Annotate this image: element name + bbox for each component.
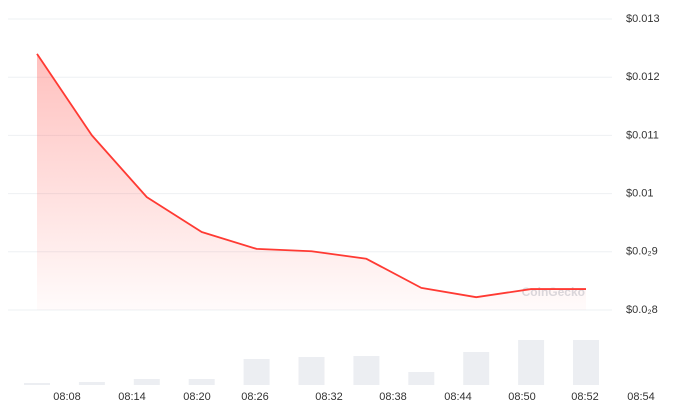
y-tick-label: $0.013	[626, 13, 660, 25]
volume-bar	[573, 340, 599, 385]
volume-bar	[78, 382, 105, 385]
x-tick-label: 08:14	[118, 391, 146, 403]
x-tick-label: 08:08	[53, 391, 81, 403]
x-tick-label: 08:32	[315, 391, 343, 403]
x-tick-label: 08:50	[508, 391, 536, 403]
x-tick-label: 08:20	[183, 391, 211, 403]
price-line	[36, 53, 586, 299]
volume-bar	[188, 379, 215, 385]
y-tick-label: $0.01	[626, 188, 654, 200]
y-tick-label: $0.0₂9	[626, 246, 658, 258]
y-tick-label: $0.012	[626, 71, 660, 83]
y-tick-label: $0.0₂8	[626, 304, 658, 316]
volume-bar	[24, 383, 50, 385]
volume-bar	[298, 357, 325, 385]
volume-bar	[463, 352, 490, 385]
volume-bar	[243, 359, 270, 385]
x-tick-label: 08:52	[571, 391, 599, 403]
volume-bar	[353, 356, 380, 385]
x-tick-label: 08:26	[241, 391, 269, 403]
x-tick-label: 08:38	[379, 391, 407, 403]
y-tick-label: $0.011	[626, 129, 659, 141]
volume-bar	[133, 379, 160, 385]
price-area	[37, 53, 586, 311]
x-tick-label: 08:44	[444, 391, 472, 403]
x-tick-label: 08:54	[627, 391, 655, 403]
volume-bar	[518, 340, 545, 385]
volume-bar	[408, 372, 435, 385]
